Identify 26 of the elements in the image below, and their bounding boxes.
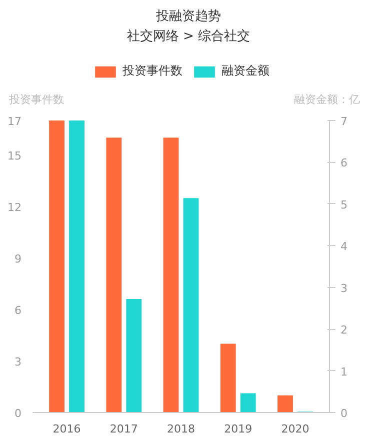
y2-tick-label: 4 [340,240,348,254]
chart-subtitle: 社交网络 > 综合社交 [126,28,252,46]
y-tick-label: 6 [14,304,22,317]
chart-title: 投融资趋势 [155,8,222,26]
y-tick-label: 17 [8,115,22,128]
y2-tick-label: 5 [340,198,348,212]
x-tick-label: 2018 [167,422,196,436]
y2-tick-label: 3 [340,282,348,295]
y-tick-label: 3 [14,355,22,368]
legend-label: 融资金额 [222,62,270,80]
y2-tick-label: 0 [340,407,348,420]
y-tick-label: 12 [8,200,22,214]
y-tick-label: 9 [14,252,22,266]
legend-label: 投资事件数 [122,62,182,80]
y-axis-title: 投资事件数 [9,92,64,108]
x-tick-label: 2016 [52,422,81,436]
x-tick-label: 2017 [110,422,138,436]
x-tick-label: 2019 [224,422,252,436]
y2-tick-label: 1 [340,365,348,378]
y2-tick-label: 2 [340,324,348,337]
x-tick-label: 2020 [281,422,310,436]
y2-axis-title: 融资金额：亿 [294,92,360,108]
y2-tick-label: 6 [340,156,348,170]
y-tick-label: 15 [8,149,22,162]
y-tick-label: 0 [14,407,22,420]
y2-tick-label: 7 [340,115,348,128]
